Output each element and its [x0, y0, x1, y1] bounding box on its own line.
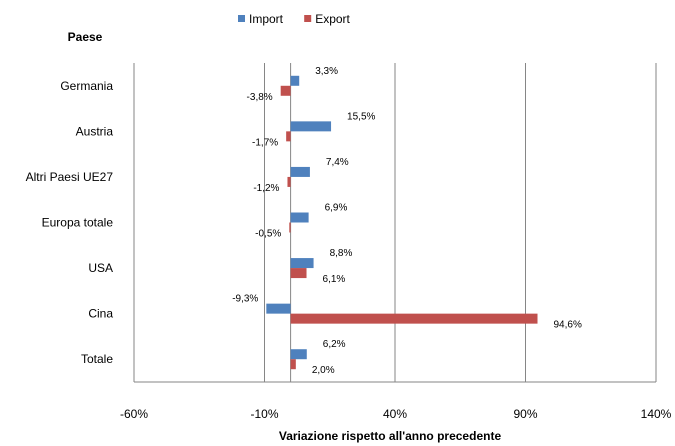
bar-import [290, 212, 309, 223]
data-label: 6,9% [325, 203, 348, 214]
category-labels: Germania Austria Altri Paesi UE27 Europa to… [26, 79, 114, 366]
data-label: -1,2% [253, 183, 279, 194]
category-label: Germania [60, 79, 113, 93]
data-label: 3,3% [315, 66, 338, 77]
bar-export [280, 85, 291, 96]
data-label: 8,8% [330, 248, 353, 259]
bar-import [290, 75, 300, 86]
x-tick-label: 40% [383, 407, 407, 421]
x-tick-label: 90% [513, 407, 537, 421]
category-label: Altri Paesi UE27 [26, 170, 114, 184]
data-label: 6,1% [323, 274, 346, 285]
data-label: -9,3% [232, 294, 258, 305]
bar-export [290, 268, 307, 279]
category-label: Totale [81, 352, 113, 366]
data-label: -3,8% [247, 92, 273, 103]
data-label: 94,6% [554, 320, 582, 331]
x-tick-labels: -60% -10% 40% 90% 140% [120, 407, 672, 421]
data-label: -1,7% [252, 137, 278, 148]
x-tick-label: -60% [120, 407, 148, 421]
bar-import [290, 166, 310, 177]
data-label: 7,4% [326, 157, 349, 168]
bar-import [290, 121, 332, 132]
bar-import [290, 349, 307, 360]
data-label: 6,2% [323, 339, 346, 350]
category-axis-title: Paese [68, 30, 103, 44]
legend-label: Export [315, 12, 350, 26]
data-label: -0,5% [255, 229, 281, 240]
bar-export [289, 222, 291, 233]
bar-export [286, 131, 291, 142]
bar-export [287, 176, 291, 187]
data-label: 2,0% [312, 365, 335, 376]
legend-swatch [238, 15, 245, 22]
bar-import [290, 258, 314, 269]
x-axis-title: Variazione rispetto all'anno precedente [279, 429, 502, 443]
bar-export [290, 359, 296, 370]
bar-import [266, 303, 291, 314]
category-label: Austria [76, 124, 114, 138]
category-label: USA [88, 261, 113, 275]
x-tick-label: 140% [641, 407, 672, 421]
legend-label: Import [249, 12, 284, 26]
bar-export [290, 313, 538, 324]
category-label: Europa totale [42, 216, 114, 230]
legend-swatch [304, 15, 312, 22]
bars: 3,3% -3,8% 15,5% -1,7% 7,4% -1,2% 6,9% -0,5% 8,8… [232, 66, 582, 376]
gridlines [133, 63, 657, 383]
legend: Import Export [238, 12, 351, 26]
x-tick-label: -10% [250, 407, 278, 421]
category-label: Cina [88, 307, 113, 321]
data-label: 15,5% [347, 111, 375, 122]
